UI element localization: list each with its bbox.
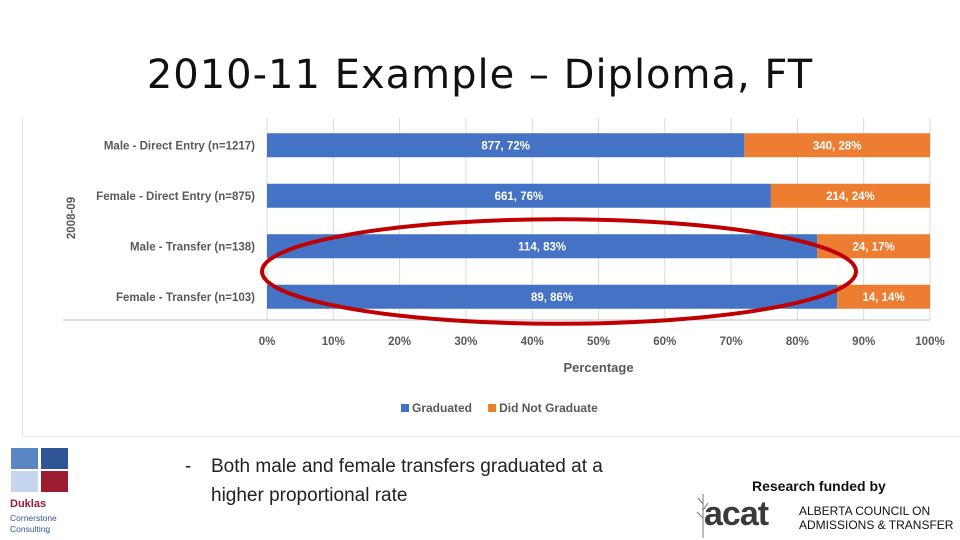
stacked-bar-chart: 0% 10% 20% 30% 40% 50% 60% 70% 80% 90% 100% 2008-09… [63, 118, 945, 415]
bar-graduated [267, 183, 771, 208]
data-label: 14, 14% [862, 292, 904, 304]
data-label: 89, 86% [531, 292, 573, 304]
bullet-point: - Both male and female transfers graduat… [185, 452, 615, 510]
logo-square [41, 448, 68, 469]
x-tick-label: 70% [720, 336, 743, 348]
logo-square [11, 471, 38, 492]
x-tick-label: 90% [852, 336, 875, 348]
bar-did-not-graduate [837, 284, 930, 309]
bar-graduated [267, 234, 818, 259]
x-tick-label: 100% [915, 336, 944, 348]
data-label: 214, 24% [826, 191, 875, 203]
data-label: 114, 83% [518, 241, 566, 253]
funded-by-label: Research funded by [752, 478, 886, 494]
highlight-ellipse [260, 217, 858, 326]
category-label: Female - Direct Entry (n=875) [96, 191, 255, 203]
category-label: Female - Transfer (n=103) [116, 292, 255, 304]
data-label: 24, 17% [853, 241, 895, 253]
category-label: Male - Transfer (n=138) [130, 241, 255, 253]
x-tick-label: 30% [454, 336, 477, 348]
chart-frame: 0% 10% 20% 30% 40% 50% 60% 70% 80% 90% 100% 2008-09… [22, 118, 960, 437]
logo-subtitle: Cornerstone Consulting [10, 513, 57, 534]
legend-swatch-graduated [401, 404, 409, 412]
group-label: 2008-09 [66, 197, 78, 239]
x-tick-label: 0% [259, 336, 276, 348]
duklas-logo: Duklas Cornerstone Consulting [8, 448, 88, 538]
bar-graduated [267, 284, 838, 309]
legend-swatch-did-not-graduate [488, 404, 497, 412]
bar-graduated [267, 133, 745, 158]
x-tick-label: 80% [786, 336, 809, 348]
slide-title: 2010-11 Example – Diploma, FT [146, 52, 814, 98]
x-tick-label: 10% [322, 336, 345, 348]
bullet-dash: - [185, 456, 192, 477]
legend-label: Graduated [412, 401, 472, 415]
acat-logo: acat ALBERTA COUNCIL ON ADMISSIONS & TRA… [696, 490, 958, 538]
logo-square [41, 471, 68, 492]
x-axis-title: Percentage [563, 360, 633, 375]
logo-square [11, 448, 38, 469]
x-tick-label: 40% [521, 336, 544, 348]
data-label: 340, 28% [813, 140, 862, 152]
x-tick-label: 20% [388, 336, 411, 348]
x-tick-label: 50% [587, 336, 610, 348]
bar-did-not-graduate [744, 133, 930, 158]
data-label: 661, 76% [495, 191, 544, 203]
tree-icon [696, 494, 709, 538]
x-tick-label: 60% [653, 336, 676, 348]
acat-wordmark: acat [704, 495, 769, 533]
legend-label: Did Not Graduate [499, 401, 598, 415]
acat-full-name: ALBERTA COUNCIL ON ADMISSIONS & TRANSFER [799, 504, 954, 532]
bar-did-not-graduate [770, 183, 930, 208]
bullet-text: Both male and female transfers graduated… [211, 456, 603, 506]
data-label: 877, 72% [481, 140, 530, 152]
logo-name: Duklas [10, 498, 47, 510]
logo-squares [11, 448, 69, 492]
category-label: Male - Direct Entry (n=1217) [104, 140, 255, 152]
